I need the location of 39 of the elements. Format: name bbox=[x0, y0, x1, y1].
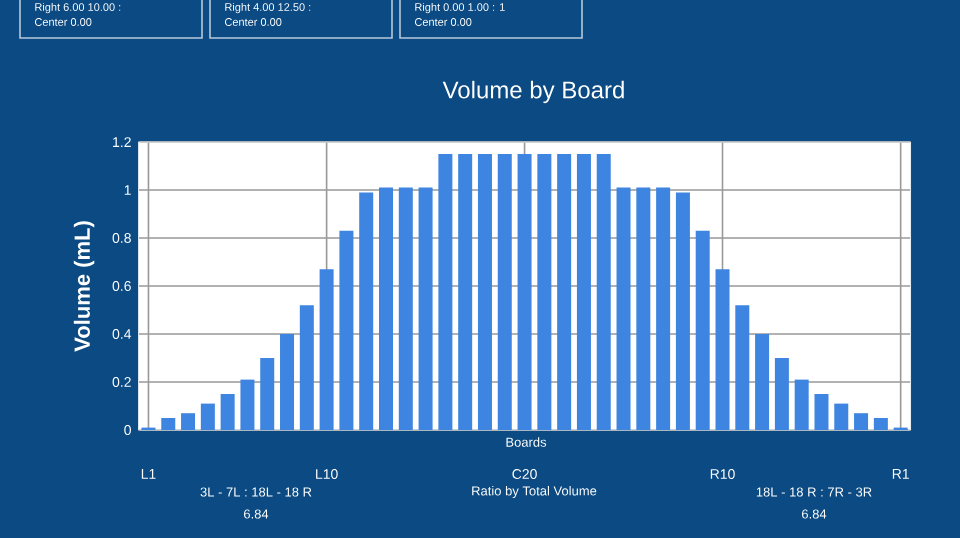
bar bbox=[240, 379, 255, 430]
bar bbox=[220, 394, 235, 430]
bar bbox=[398, 187, 413, 430]
bar bbox=[636, 187, 651, 430]
bar bbox=[695, 230, 710, 430]
bar bbox=[260, 358, 275, 430]
bar bbox=[873, 418, 888, 430]
bar bbox=[794, 379, 809, 430]
bar bbox=[319, 269, 334, 430]
bar bbox=[418, 187, 433, 430]
bar bbox=[557, 154, 572, 430]
bar bbox=[181, 413, 196, 430]
bar bbox=[774, 358, 789, 430]
bar bbox=[537, 154, 552, 430]
bar bbox=[834, 403, 849, 430]
bar bbox=[458, 154, 473, 430]
bar bbox=[161, 418, 176, 430]
bar bbox=[675, 192, 690, 430]
bar bbox=[596, 154, 611, 430]
bar bbox=[576, 154, 591, 430]
bar bbox=[755, 334, 770, 430]
bar bbox=[497, 154, 512, 430]
bar bbox=[735, 305, 750, 430]
bar bbox=[280, 334, 295, 430]
bar bbox=[379, 187, 393, 430]
bar bbox=[656, 187, 671, 430]
bar bbox=[438, 154, 453, 430]
chart-title: Volume by Board bbox=[442, 80, 624, 104]
bar bbox=[616, 187, 631, 430]
bar bbox=[359, 192, 374, 430]
bar bbox=[477, 154, 492, 430]
bar bbox=[517, 154, 532, 430]
bar bbox=[854, 413, 869, 430]
y-axis-title: Volume (mL) bbox=[73, 221, 95, 352]
bar bbox=[715, 269, 730, 430]
bar bbox=[200, 403, 215, 430]
bar bbox=[814, 394, 829, 430]
bar bbox=[299, 305, 314, 430]
bar bbox=[339, 230, 354, 430]
